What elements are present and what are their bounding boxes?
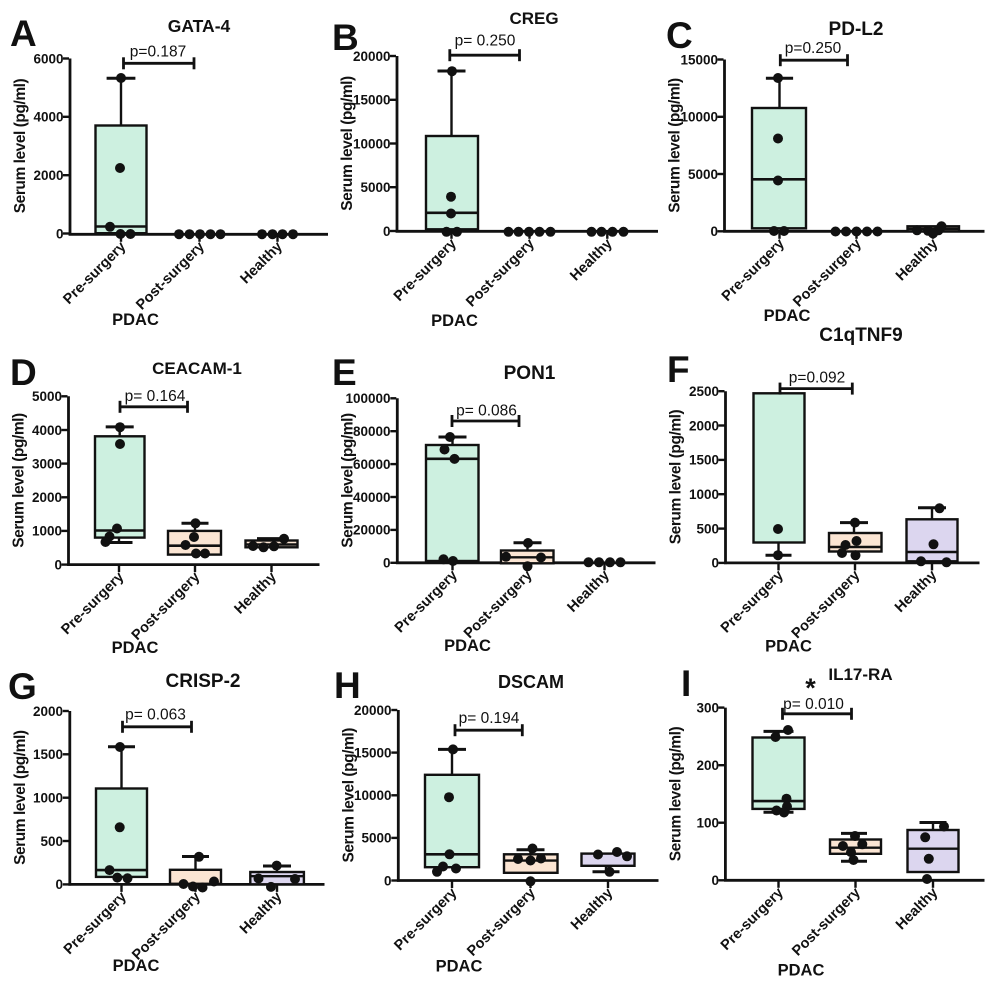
svg-text:10000: 10000 xyxy=(680,110,718,125)
svg-text:Serum level (pg/ml): Serum level (pg/ml) xyxy=(340,728,357,863)
svg-text:0: 0 xyxy=(384,873,392,888)
svg-text:40000: 40000 xyxy=(353,490,391,505)
svg-text:p= 0.063: p= 0.063 xyxy=(125,706,186,723)
svg-text:1500: 1500 xyxy=(689,453,719,468)
svg-text:A: A xyxy=(10,13,37,54)
svg-text:I: I xyxy=(681,663,691,704)
svg-text:Serum level (pg/ml): Serum level (pg/ml) xyxy=(339,76,356,211)
svg-text:PDAC: PDAC xyxy=(778,962,825,980)
svg-text:PDAC: PDAC xyxy=(113,957,160,975)
svg-text:2000: 2000 xyxy=(689,418,719,433)
svg-text:p= 0.164: p= 0.164 xyxy=(125,388,186,405)
svg-text:GATA-4: GATA-4 xyxy=(168,16,231,36)
svg-text:0: 0 xyxy=(55,877,63,892)
svg-text:B: B xyxy=(332,17,359,58)
svg-text:PDAC: PDAC xyxy=(112,311,159,329)
svg-text:5000: 5000 xyxy=(688,167,718,182)
svg-text:2500: 2500 xyxy=(689,384,719,399)
svg-text:Serum level (pg/ml): Serum level (pg/ml) xyxy=(667,726,684,861)
svg-text:4000: 4000 xyxy=(32,423,62,438)
svg-text:CEACAM-1: CEACAM-1 xyxy=(152,359,242,378)
svg-text:p= 0.086: p= 0.086 xyxy=(456,402,517,419)
svg-text:G: G xyxy=(8,666,37,707)
svg-text:IL17-RA: IL17-RA xyxy=(828,665,892,684)
svg-text:3000: 3000 xyxy=(32,456,62,471)
svg-text:10000: 10000 xyxy=(353,136,391,151)
svg-text:6000: 6000 xyxy=(33,51,63,66)
svg-text:PD-L2: PD-L2 xyxy=(829,19,884,40)
svg-text:CREG: CREG xyxy=(509,9,558,28)
svg-text:5000: 5000 xyxy=(361,831,391,846)
svg-text:PDAC: PDAC xyxy=(112,639,159,657)
svg-text:10000: 10000 xyxy=(354,788,392,803)
svg-text:0: 0 xyxy=(383,224,391,239)
svg-text:Serum level (pg/ml): Serum level (pg/ml) xyxy=(12,78,29,213)
svg-text:PDAC: PDAC xyxy=(431,312,478,330)
svg-text:PON1: PON1 xyxy=(504,363,556,384)
svg-text:PDAC: PDAC xyxy=(764,307,811,325)
svg-text:CRISP-2: CRISP-2 xyxy=(166,671,241,692)
svg-text:500: 500 xyxy=(40,834,63,849)
svg-text:2000: 2000 xyxy=(33,168,63,183)
svg-text:0: 0 xyxy=(710,224,718,239)
svg-text:E: E xyxy=(332,352,357,393)
svg-text:300: 300 xyxy=(696,700,719,715)
svg-text:20000: 20000 xyxy=(354,703,392,718)
svg-text:F: F xyxy=(667,349,690,390)
svg-text:PDAC: PDAC xyxy=(444,637,491,655)
svg-text:1000: 1000 xyxy=(32,524,62,539)
svg-text:C: C xyxy=(666,15,693,56)
svg-text:Serum level (pg/ml): Serum level (pg/ml) xyxy=(339,413,356,548)
svg-text:0: 0 xyxy=(383,556,391,571)
svg-text:2000: 2000 xyxy=(32,490,62,505)
svg-text:2000: 2000 xyxy=(33,704,63,719)
svg-text:*: * xyxy=(805,673,816,703)
svg-text:DSCAM: DSCAM xyxy=(498,672,564,692)
svg-text:0: 0 xyxy=(711,873,719,888)
svg-text:0: 0 xyxy=(54,557,62,572)
svg-text:5000: 5000 xyxy=(360,180,390,195)
svg-text:60000: 60000 xyxy=(353,457,391,472)
svg-text:Serum level (pg/ml): Serum level (pg/ml) xyxy=(11,413,28,548)
svg-text:p=0.092: p=0.092 xyxy=(789,370,845,387)
svg-text:p= 0.250: p= 0.250 xyxy=(455,32,516,49)
svg-text:100: 100 xyxy=(696,816,719,831)
svg-text:C1qTNF9: C1qTNF9 xyxy=(819,325,902,346)
svg-text:p=0.187: p=0.187 xyxy=(130,43,186,60)
svg-text:Serum level (pg/ml): Serum level (pg/ml) xyxy=(668,409,685,544)
svg-text:4000: 4000 xyxy=(33,110,63,125)
svg-text:H: H xyxy=(334,665,361,706)
svg-text:p= 0.194: p= 0.194 xyxy=(459,710,520,727)
svg-text:Serum level (pg/ml): Serum level (pg/ml) xyxy=(12,730,29,865)
svg-text:15000: 15000 xyxy=(354,745,392,760)
svg-text:Serum level (pg/ml): Serum level (pg/ml) xyxy=(667,78,684,213)
svg-text:80000: 80000 xyxy=(353,424,391,439)
svg-text:PDAC: PDAC xyxy=(765,638,812,656)
svg-text:0: 0 xyxy=(56,226,64,241)
svg-text:1500: 1500 xyxy=(33,747,63,762)
svg-text:p=0.250: p=0.250 xyxy=(785,40,842,57)
svg-text:D: D xyxy=(10,352,37,393)
svg-text:200: 200 xyxy=(696,758,719,773)
svg-text:p= 0.010: p= 0.010 xyxy=(783,696,844,713)
svg-text:PDAC: PDAC xyxy=(436,957,483,975)
svg-text:15000: 15000 xyxy=(353,93,391,108)
svg-text:20000: 20000 xyxy=(353,49,391,64)
svg-text:15000: 15000 xyxy=(680,52,718,67)
svg-text:20000: 20000 xyxy=(353,523,391,538)
svg-text:1000: 1000 xyxy=(689,487,719,502)
svg-text:1000: 1000 xyxy=(33,791,63,806)
svg-text:500: 500 xyxy=(696,521,719,536)
svg-text:100000: 100000 xyxy=(345,391,390,406)
svg-text:5000: 5000 xyxy=(32,389,62,404)
svg-text:0: 0 xyxy=(711,556,719,571)
